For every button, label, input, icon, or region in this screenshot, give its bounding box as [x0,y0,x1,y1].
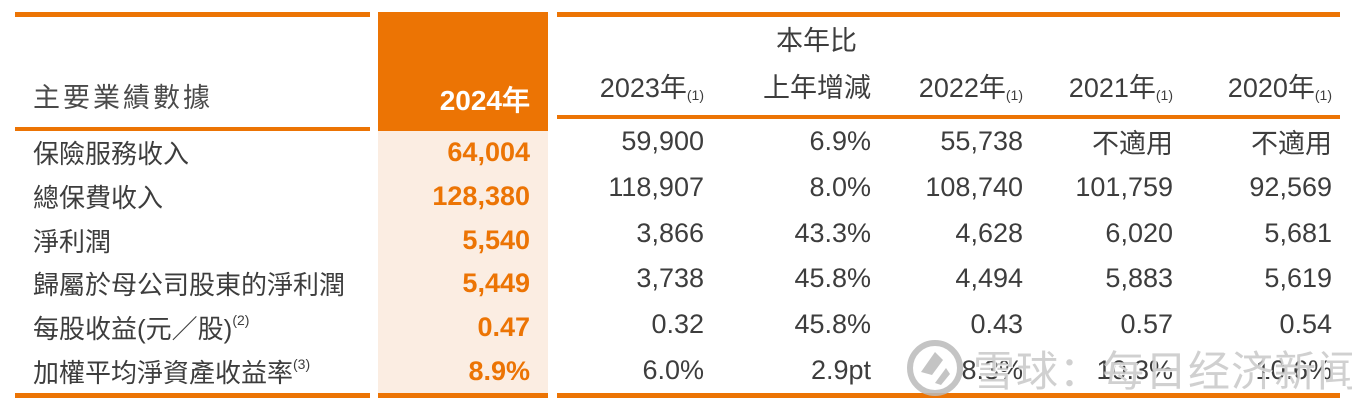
table-row: 118,907 8.0% 108,740 101,759 92,569 [608,171,1332,202]
row-label-weighted-avg-roe: 加權平均淨資產收益率 (3) [33,356,311,388]
column-header-2024: 2024年 [378,12,548,131]
table-row: 59,900 6.9% 55,738 不適用 不適用 [621,126,1332,160]
row-label-total-premium-income: 總保費收入 [33,182,164,213]
column-header-yoy-change: 本年比 上年增減 [763,26,871,103]
table-row: 3,866 43.3% 4,628 6,020 5,681 [636,217,1332,248]
row-label-insurance-service-revenue: 保險服務收入 [33,139,190,170]
table-row: 0.32 45.8% 0.43 0.57 0.54 [651,308,1332,339]
column-header-2021: 2021年 (1) [1068,73,1173,103]
row-label-earnings-per-share: 每股收益(元／股) (2) [33,312,250,344]
row-label-net-profit-attributable-to-parent: 歸屬於母公司股東的淨利潤 [33,270,346,301]
value-2024-insurance-service-revenue: 64,004 [447,137,530,168]
column-2024-values: 64,004 128,380 5,540 5,449 0.47 8.9% [378,131,548,398]
column-header-2023: 2023年 (1) [599,73,704,103]
value-2024-eps: 0.47 [477,311,530,342]
table-row: 6.0% 2.9pt 8.3% 10.3% 10.6% [642,354,1332,385]
table-title: 主要業績數據 [15,17,370,131]
column-2024-highlighted: 2024年 64,004 128,380 5,540 5,449 0.47 8.… [378,12,548,398]
row-label-net-profit: 淨利潤 [33,226,112,257]
column-header-2020: 2020年 (1) [1227,73,1332,103]
prior-years-rows: 59,900 6.9% 55,738 不適用 不適用 118,907 8.0% … [557,119,1340,393]
table-row: 3,738 45.8% 4,494 5,883 5,619 [636,263,1332,294]
prior-years-header: 2023年 (1) 本年比 上年增減 2022年 (1) 2021年 (1) 2020年… [557,17,1340,119]
column-header-2022: 2022年 (1) [918,73,1023,103]
metric-label-rows: 保險服務收入 總保費收入 淨利潤 歸屬於母公司股東的淨利潤 每股收益(元／股)(… [15,131,370,393]
value-2024-total-premium-income: 128,380 [432,180,530,211]
metric-labels-section: 主要業績數據 保險服務收入 總保費收入 淨利潤 歸屬於母公司股東的淨利潤 每股收… [15,12,370,398]
value-2024-net-profit: 5,540 [462,224,530,255]
prior-years-section: 2023年 (1) 本年比 上年增減 2022年 (1) 2021年 (1) 2020年… [557,12,1340,398]
value-2024-net-profit-attributable: 5,449 [462,268,530,299]
value-2024-roe: 8.9% [468,355,530,386]
